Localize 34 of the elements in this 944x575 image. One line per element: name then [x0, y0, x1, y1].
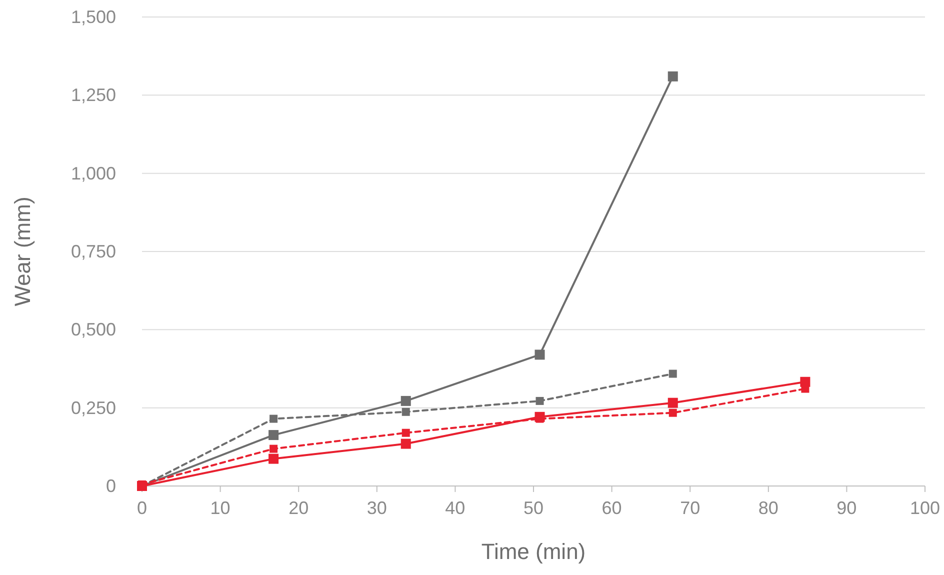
point [402, 408, 410, 416]
x-tick-label: 50 [523, 498, 544, 518]
y-tick-label: 0 [106, 476, 116, 496]
y-tick-label: 1,000 [70, 163, 116, 184]
point [668, 398, 678, 408]
y-tick-label: 0,500 [70, 320, 116, 340]
point [268, 430, 279, 440]
point [400, 396, 411, 406]
point [668, 71, 678, 82]
point [402, 428, 410, 437]
x-tick-label: 30 [366, 498, 387, 518]
x-tick-label: 80 [758, 498, 778, 518]
y-tick-label: 1,500 [70, 7, 116, 27]
point [534, 350, 545, 360]
point [400, 438, 411, 449]
x-tick-label: 60 [602, 498, 622, 518]
x-tick-label: 70 [680, 498, 700, 518]
x-tick-label: 20 [288, 498, 309, 518]
x-tick-label: 100 [910, 498, 940, 518]
x-axis-title: Time (min) [481, 539, 586, 564]
point [668, 370, 677, 378]
point [270, 444, 278, 453]
x-tick-label: 90 [836, 498, 857, 518]
point [270, 414, 278, 423]
point [268, 454, 279, 464]
y-tick-label: 1,250 [70, 85, 116, 106]
x-tick-label: 40 [445, 498, 466, 518]
point [536, 396, 544, 405]
y-tick-label: 0,750 [70, 242, 116, 262]
x-tick-label: 10 [210, 498, 230, 518]
point [668, 408, 677, 417]
x-tick-label: 0 [136, 498, 148, 518]
y-tick-label: 0,250 [70, 398, 116, 418]
y-axis-title: Wear (mm) [10, 196, 35, 306]
